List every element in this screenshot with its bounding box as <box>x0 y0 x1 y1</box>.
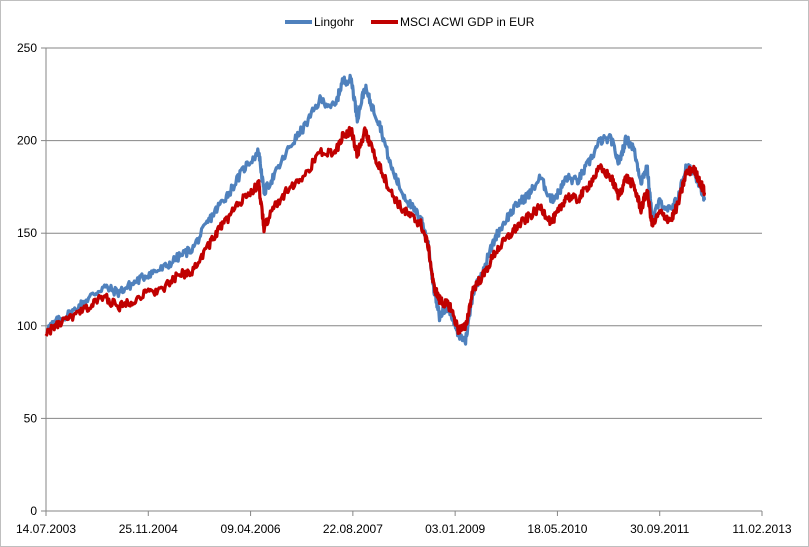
x-tick-label: 11.02.2013 <box>732 522 791 536</box>
x-tick-label: 09.04.2006 <box>221 522 281 536</box>
y-tick-label: 200 <box>17 134 37 148</box>
series-lines <box>44 73 707 346</box>
series-line-msci-acwi-gdp <box>44 125 707 337</box>
gridlines <box>46 47 762 419</box>
series-line-lingohr <box>45 73 707 346</box>
x-tick-label: 25.11.2004 <box>119 522 178 536</box>
y-axis-ticks: 0 50 100 150 200 250 <box>17 41 46 518</box>
x-tick-label: 30.09.2011 <box>630 522 689 536</box>
axes <box>45 48 762 512</box>
y-tick-label: 100 <box>17 319 37 333</box>
legend: Lingohr MSCI ACWI GDP in EUR <box>285 15 535 29</box>
legend-label-msci: MSCI ACWI GDP in EUR <box>400 15 535 29</box>
x-tick-label: 03.01.2009 <box>425 522 485 536</box>
x-tick-label: 14.07.2003 <box>16 522 76 536</box>
y-tick-label: 150 <box>17 226 37 240</box>
x-tick-label: 22.08.2007 <box>323 522 383 536</box>
y-tick-label: 0 <box>30 504 37 518</box>
y-tick-label: 250 <box>17 41 37 55</box>
x-axis-ticks: 14.07.2003 25.11.2004 09.04.2006 22.08.2007… <box>16 511 792 536</box>
y-tick-label: 50 <box>24 411 38 425</box>
x-tick-label: 18.05.2010 <box>527 522 587 536</box>
legend-label-lingohr: Lingohr <box>314 15 354 29</box>
